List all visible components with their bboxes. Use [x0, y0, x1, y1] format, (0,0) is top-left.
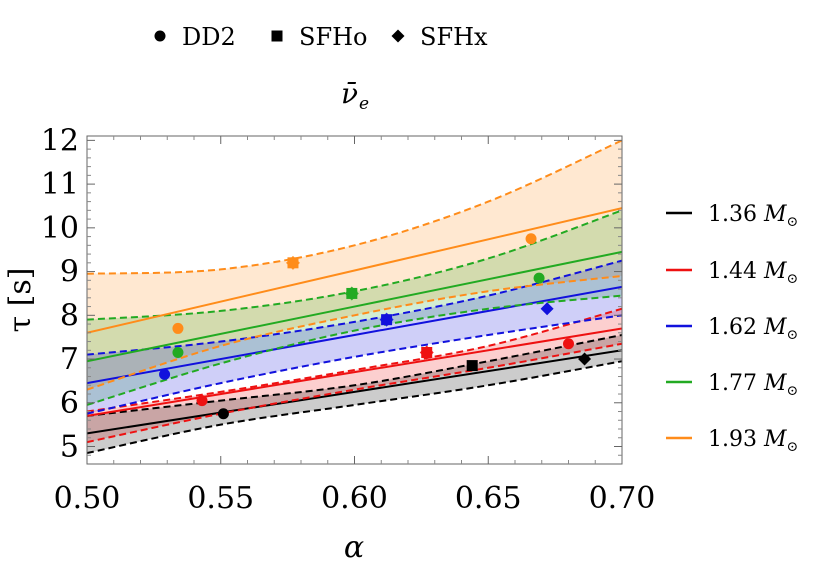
data-point-1.36-2	[578, 352, 592, 366]
chart-title: ν̄ e	[341, 77, 369, 114]
title-subscript: e	[359, 94, 369, 114]
data-point-1.77-1-diamond	[344, 286, 359, 301]
y-tick-label: 12	[41, 123, 79, 158]
bands-layer	[87, 140, 622, 454]
y-tick-label: 10	[41, 211, 79, 246]
lower-line-1.62	[87, 314, 622, 415]
upper-line-1.93	[87, 139, 622, 275]
x-tick-label: 0.60	[321, 481, 388, 516]
x-tick-label: 0.70	[589, 481, 656, 516]
data-point-1.93-1-diamond	[285, 255, 300, 270]
data-point-1.36-0	[217, 408, 229, 420]
data-point-1.44-0	[196, 395, 208, 407]
central-line-1.36	[87, 349, 622, 435]
data-point-1.44-2	[563, 338, 574, 350]
data-point-1.62-0	[159, 368, 171, 380]
y-tick-label: 6	[60, 386, 79, 421]
mass-legend-label-1.62: 1.62 M⊙	[708, 315, 798, 343]
band-1.93	[87, 140, 622, 390]
data-point-1.93-0	[172, 322, 184, 334]
x-axis-label: α	[344, 530, 364, 565]
eos-legend-marker-sfhx	[391, 29, 405, 43]
data-point-1.62-2	[540, 302, 554, 316]
central-line-1.44	[87, 327, 622, 417]
upper-line-1.44	[87, 307, 622, 413]
lower-line-1.93	[87, 274, 622, 391]
eos-legend-label-sfhx: SFHx	[420, 23, 488, 51]
band-1.77	[87, 210, 622, 405]
upper-line-1.36	[87, 334, 622, 417]
upper-line-1.62	[87, 259, 622, 356]
eos-legend-marker-sfho	[271, 30, 283, 42]
data-point-1.36-1	[466, 360, 478, 372]
mass-legend-label-1.36: 1.36 M⊙	[708, 202, 798, 230]
data-point-1.62-1	[379, 312, 394, 327]
mass-legend-label-1.93: 1.93 M⊙	[708, 427, 798, 455]
title-nu-symbol: ν̄	[341, 77, 358, 110]
data-point-1.44-1	[419, 345, 434, 360]
x-tick-label: 0.55	[187, 481, 254, 516]
lower-line-1.44	[87, 342, 622, 444]
central-line-1.93	[87, 207, 622, 334]
mass-legend-label-1.44: 1.44 M⊙	[708, 259, 798, 287]
x-tick-label: 0.50	[54, 481, 121, 516]
points-layer	[159, 233, 592, 420]
lower-line-1.77	[87, 294, 622, 406]
lower-line-1.36	[87, 360, 622, 455]
central-line-1.77	[87, 250, 622, 363]
eos-legend-marker-dd2	[154, 30, 166, 42]
band-1.44	[87, 308, 622, 443]
y-axis-label: τ [s]	[3, 268, 38, 333]
band-1.36	[87, 334, 622, 454]
data-point-1.93-2	[525, 233, 537, 245]
mass-legend-label-1.77: 1.77 M⊙	[708, 371, 798, 399]
y-tick-label: 8	[60, 298, 79, 333]
data-point-1.44-1-diamond	[419, 345, 434, 360]
eos-legend-label-dd2: DD2	[182, 23, 236, 51]
y-tick-label: 7	[60, 342, 79, 377]
x-tick-label: 0.65	[455, 481, 522, 516]
data-point-1.77-1	[344, 286, 359, 301]
y-tick-label: 9	[60, 255, 79, 290]
data-point-1.62-1-diamond	[379, 312, 394, 327]
ticks-layer: 0.50 0.55 0.60 0.65 0.70 5 6 7 8 9 10 11 12	[41, 123, 656, 516]
central-line-1.62	[87, 285, 622, 385]
eos-legend: DD2 SFHo SFHx	[154, 23, 488, 51]
eos-legend-label-sfho: SFHo	[299, 23, 367, 51]
data-point-1.93-1	[285, 255, 300, 270]
y-tick-label: 5	[60, 430, 79, 465]
data-point-1.77-0	[172, 346, 184, 358]
mass-legend: 1.36 M⊙ 1.44 M⊙ 1.62 M⊙ 1.77 M⊙ 1.93 M⊙	[666, 202, 798, 455]
data-point-1.77-2	[533, 272, 545, 284]
band-1.62	[87, 260, 622, 414]
y-tick-label: 11	[41, 167, 79, 202]
